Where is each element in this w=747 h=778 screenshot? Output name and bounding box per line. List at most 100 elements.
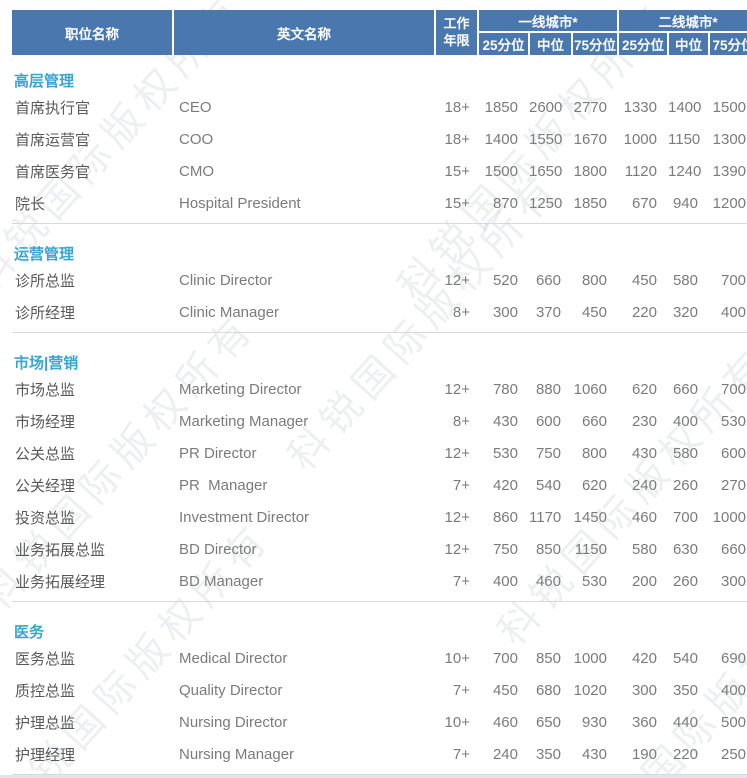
position-name-cell: 业务拓展总监 <box>15 541 106 559</box>
tier1-median-cell: 1650 <box>529 162 563 180</box>
position-name-cell: 市场经理 <box>15 413 76 431</box>
header-tier2-median: 中位 <box>668 32 710 55</box>
work-years-cell: 12+ <box>444 271 470 289</box>
tier1-p25-cell: 400 <box>492 572 518 590</box>
tier1-p25-cell: 700 <box>492 649 518 667</box>
tier2-median-cell: 260 <box>672 572 698 590</box>
tier2-median-cell: 630 <box>672 540 698 558</box>
table-row: 院长 Hospital President 15+ 870 1250 1850 670 940… <box>12 187 747 219</box>
header-tier1-p25: 25分位 <box>478 32 530 55</box>
work-years-cell: 12+ <box>444 508 470 526</box>
header-tier1-median: 中位 <box>529 32 573 55</box>
tier2-p75-cell: 500 <box>721 713 747 731</box>
tier1-median-cell: 850 <box>535 540 561 558</box>
tier2-p75-cell: 400 <box>721 681 747 699</box>
tier1-median-cell: 850 <box>535 649 561 667</box>
tier1-p25-cell: 520 <box>492 271 518 289</box>
tier1-p25-cell: 750 <box>492 540 518 558</box>
table-row: 首席运营官 COO 18+ 1400 1550 1670 1000 1150 1300 <box>12 123 747 155</box>
section-title: 市场|营销 <box>14 355 79 372</box>
tier2-median-cell: 540 <box>672 649 698 667</box>
tier1-p25-cell: 530 <box>492 444 518 462</box>
english-name-cell: Nursing Director <box>179 713 288 731</box>
section-separator <box>12 328 747 337</box>
tier2-p25-cell: 1330 <box>623 98 657 116</box>
english-name-cell: Clinic Director <box>179 271 273 289</box>
tier2-p25-cell: 220 <box>631 303 657 321</box>
header-work-years-line1: 工作 <box>443 15 470 31</box>
tier1-median-cell: 540 <box>535 476 561 494</box>
tier2-p25-cell: 450 <box>631 271 657 289</box>
tier2-p25-cell: 300 <box>631 681 657 699</box>
tier1-p75-cell: 930 <box>581 713 607 731</box>
header-tier2-cities: 二线城市* <box>618 10 747 33</box>
header-tier2-p25: 25分位 <box>618 32 669 55</box>
tier1-p75-cell: 660 <box>581 412 607 430</box>
tier2-p75-cell: 250 <box>721 745 747 763</box>
tier2-median-cell: 940 <box>672 194 698 212</box>
tier2-p75-cell: 300 <box>721 572 747 590</box>
table-row: 诊所总监 Clinic Director 12+ 520 660 800 450 580 700 <box>12 264 747 296</box>
tier1-p75-cell: 1000 <box>573 649 607 667</box>
tier1-p25-cell: 240 <box>492 745 518 763</box>
table-row: 市场经理 Marketing Manager 8+ 430 600 660 230 400 53… <box>12 405 747 437</box>
english-name-cell: BD Director <box>179 540 257 558</box>
table-row: 市场总监 Marketing Director 12+ 780 880 1060 620 66… <box>12 373 747 405</box>
table-row: 投资总监 Investment Director 12+ 860 1170 1450 460… <box>12 501 747 533</box>
tier1-p75-cell: 620 <box>581 476 607 494</box>
work-years-cell: 12+ <box>444 540 470 558</box>
tier1-p25-cell: 1400 <box>484 130 518 148</box>
position-name-cell: 医务总监 <box>15 650 76 668</box>
table-row: 首席医务官 CMO 15+ 1500 1650 1800 1120 1240 1390 <box>12 155 747 187</box>
tier1-median-cell: 660 <box>535 271 561 289</box>
tier2-p25-cell: 460 <box>631 508 657 526</box>
tier1-p25-cell: 450 <box>492 681 518 699</box>
tier2-median-cell: 260 <box>672 476 698 494</box>
tier1-median-cell: 880 <box>535 380 561 398</box>
table-row: 诊所经理 Clinic Manager 8+ 300 370 450 220 320 400 <box>12 296 747 328</box>
position-name-cell: 院长 <box>15 195 46 213</box>
english-name-cell: PR Manager <box>179 476 268 494</box>
separator-line <box>12 223 747 224</box>
tier2-p75-cell: 600 <box>721 444 747 462</box>
position-name-cell: 诊所总监 <box>15 272 76 290</box>
tier2-p75-cell: 700 <box>721 380 747 398</box>
tier2-median-cell: 580 <box>672 444 698 462</box>
work-years-cell: 7+ <box>452 745 470 763</box>
header-english-name: 英文名称 <box>173 10 436 55</box>
tier2-median-cell: 580 <box>672 271 698 289</box>
tier2-p75-cell: 660 <box>721 540 747 558</box>
tier2-p25-cell: 240 <box>631 476 657 494</box>
section-separator <box>12 219 747 228</box>
section-title-row: 高层管理 <box>12 55 747 91</box>
tier2-median-cell: 1240 <box>668 162 702 180</box>
tier1-median-cell: 650 <box>535 713 561 731</box>
tier1-p25-cell: 870 <box>492 194 518 212</box>
work-years-cell: 7+ <box>452 681 470 699</box>
tier2-median-cell: 440 <box>672 713 698 731</box>
table-row: 护理总监 Nursing Director 10+ 460 650 930 360 440 50… <box>12 706 747 738</box>
tier2-median-cell: 660 <box>672 380 698 398</box>
page-bottom-divider <box>0 775 747 778</box>
tier1-median-cell: 370 <box>535 303 561 321</box>
tier2-p75-cell: 270 <box>721 476 747 494</box>
work-years-cell: 18+ <box>444 98 470 116</box>
tier1-p75-cell: 800 <box>581 271 607 289</box>
position-name-cell: 首席医务官 <box>15 163 91 181</box>
tier2-median-cell: 350 <box>672 681 698 699</box>
table-row: 公关经理 PR Manager 7+ 420 540 620 240 260 270 <box>12 469 747 501</box>
section-title: 高层管理 <box>14 73 75 90</box>
tier2-median-cell: 1400 <box>668 98 702 116</box>
tier2-median-cell: 320 <box>672 303 698 321</box>
english-name-cell: COO <box>179 130 214 148</box>
tier2-p25-cell: 230 <box>631 412 657 430</box>
header-tier2-p75: 75分位 <box>709 32 747 55</box>
tier1-p25-cell: 1500 <box>484 162 518 180</box>
tier2-p75-cell: 1390 <box>712 162 747 180</box>
position-name-cell: 护理总监 <box>15 714 76 732</box>
tier1-p25-cell: 460 <box>492 713 518 731</box>
tier2-median-cell: 400 <box>672 412 698 430</box>
tier1-median-cell: 600 <box>535 412 561 430</box>
table-row: 业务拓展总监 BD Director 12+ 750 850 1150 580 630 660 <box>12 533 747 565</box>
english-name-cell: Quality Director <box>179 681 283 699</box>
